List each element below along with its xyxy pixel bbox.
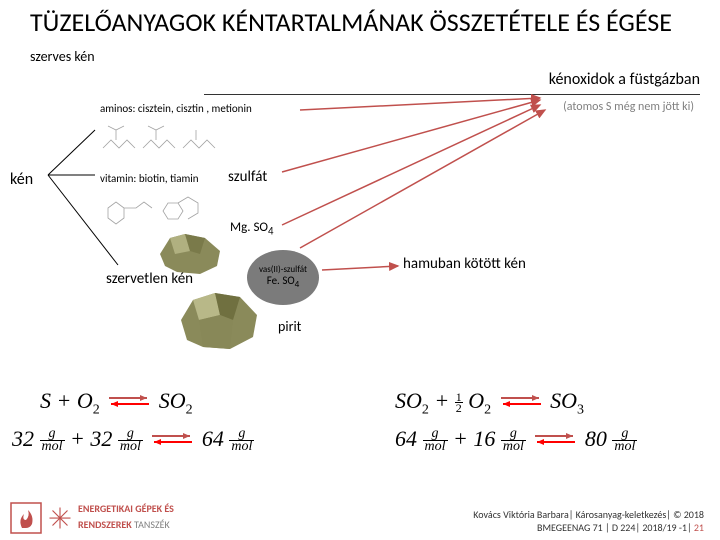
- equation-2: 32 gmol + 32 gmol 64 gmol: [12, 426, 254, 454]
- logo-text2: RENDSZEREK TANSZÉK: [78, 514, 174, 533]
- footer-line1: Kovács Viktória Barbara| Károsanyag-kele…: [473, 508, 704, 521]
- arrows-network-icon: [0, 90, 720, 380]
- snowflake-logo-icon: [48, 506, 72, 530]
- logo-text1: ENERGETIKAI GÉPEK ÉS: [78, 503, 174, 514]
- reaction-arrow-icon: [150, 428, 194, 454]
- page-title: TÜZELŐANYAGOK KÉNTARTALMÁNAK ÖSSZETÉTELE…: [30, 8, 700, 68]
- title-right: kénoxidok a füstgázban: [549, 70, 700, 89]
- reaction-arrow-icon: [499, 390, 543, 416]
- reaction-arrow-icon: [533, 428, 577, 454]
- title-main: TÜZELŐANYAGOK KÉNTARTALMÁNAK ÖSSZETÉTELE…: [30, 6, 672, 38]
- footer-line2: BMEGEENAG 71 | D 224| 2018/19 -1| 21: [473, 521, 704, 534]
- flame-logo-icon: [10, 502, 42, 534]
- reaction-arrow-icon: [107, 390, 151, 416]
- logo-area: ENERGETIKAI GÉPEK ÉS RENDSZEREK TANSZÉK: [10, 502, 174, 534]
- title-inline: szerves kén: [30, 48, 95, 65]
- logo-text: ENERGETIKAI GÉPEK ÉS RENDSZEREK TANSZÉK: [78, 503, 174, 533]
- equation-4: 64 gmol + 16 gmol 80 gmol: [395, 426, 637, 454]
- equation-3: SO2 + 12 O2 SO3: [395, 388, 584, 418]
- page-number: 21: [692, 521, 704, 534]
- equation-1: S + O2 SO2: [40, 388, 193, 418]
- footer: Kovács Viktória Barbara| Károsanyag-kele…: [473, 508, 704, 534]
